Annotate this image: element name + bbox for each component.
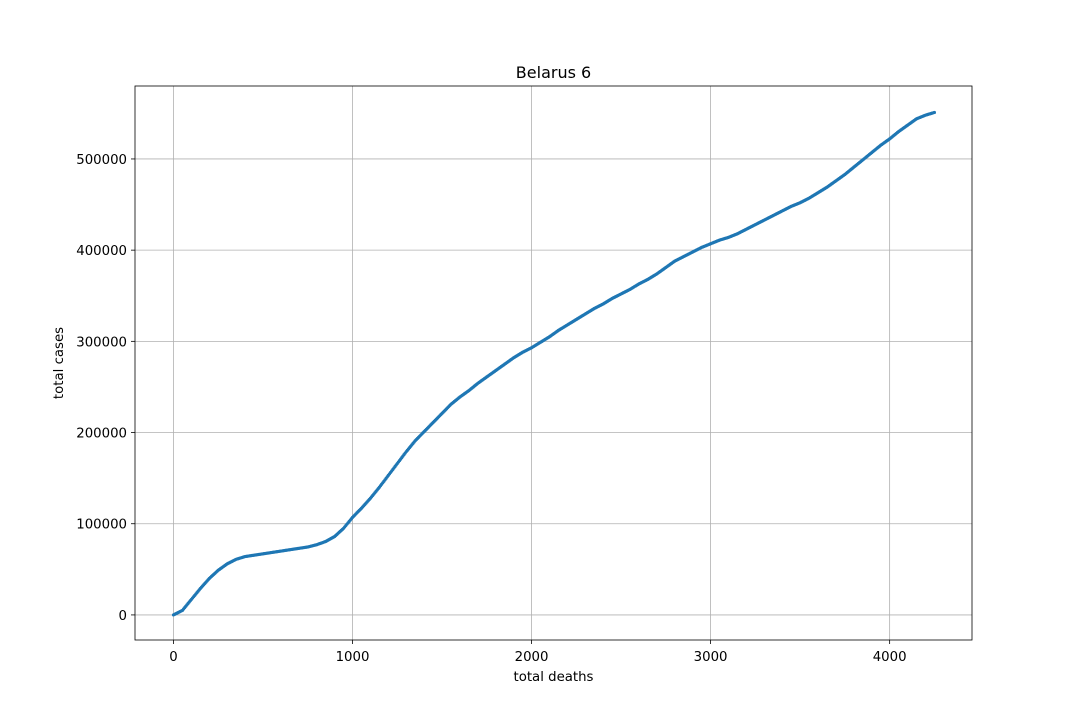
- x-tick-label: 4000: [873, 650, 907, 665]
- x-tick-label: 2000: [515, 650, 549, 665]
- y-tick-label: 300000: [76, 335, 127, 350]
- y-tick-label: 400000: [76, 244, 127, 259]
- x-tick-label: 0: [169, 650, 177, 665]
- x-tick-label: 1000: [336, 650, 370, 665]
- y-axis-label: total cases: [52, 327, 67, 399]
- data-point: [932, 110, 937, 115]
- x-axis-label: total deaths: [514, 670, 594, 685]
- data-points: [171, 110, 937, 617]
- plot-frame: [134, 85, 973, 641]
- y-tick-label: 500000: [76, 153, 127, 168]
- y-tick-label: 200000: [76, 427, 127, 442]
- y-tick-label: 100000: [76, 518, 127, 533]
- grid-layer: [135, 86, 972, 640]
- y-tick-label: 0: [119, 609, 127, 624]
- x-tick-label: 3000: [694, 650, 728, 665]
- tick-layer: 0 1000 2000 3000 4000 0 100000 200000 300000 4000…: [76, 153, 906, 665]
- chart-title: Belarus 6: [516, 63, 591, 82]
